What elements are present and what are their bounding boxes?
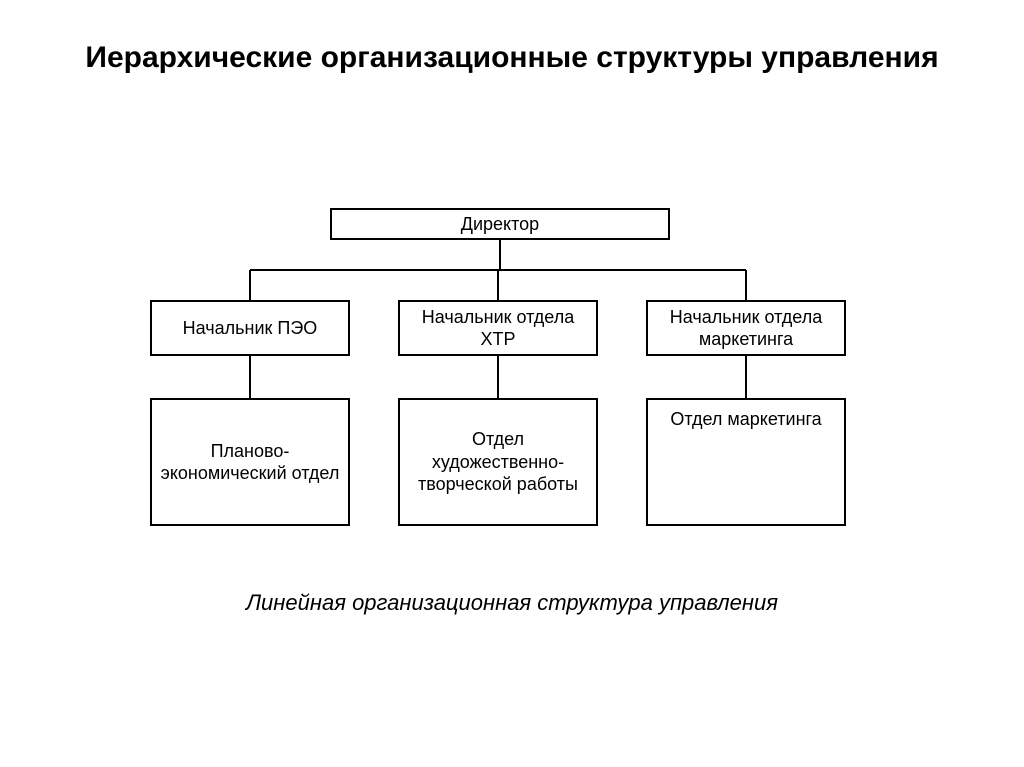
node-head_mkt: Начальник отдела маркетинга (646, 300, 846, 356)
node-dept_htr: Отдел художественно-творческой работы (398, 398, 598, 526)
node-dept_mkt: Отдел маркетинга (646, 398, 846, 526)
node-dept_peo: Планово-экономический отдел (150, 398, 350, 526)
node-head_htr: Начальник отдела ХТР (398, 300, 598, 356)
node-director: Директор (330, 208, 670, 240)
connectors (0, 0, 1024, 767)
node-head_peo: Начальник ПЭО (150, 300, 350, 356)
diagram-caption: Линейная организационная структура управ… (0, 590, 1024, 616)
org-chart: Директор Начальник ПЭО Начальник отдела ХТ… (0, 0, 1024, 767)
